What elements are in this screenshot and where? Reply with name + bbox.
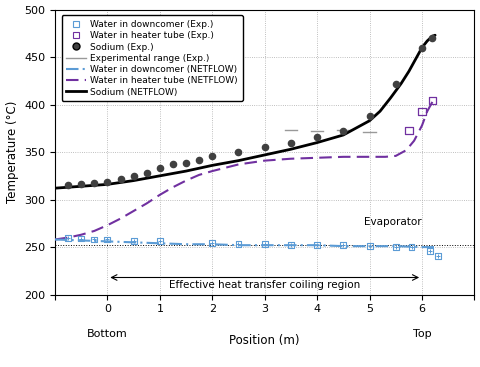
Point bbox=[366, 113, 373, 119]
Point bbox=[405, 127, 413, 133]
Point bbox=[156, 239, 164, 244]
Point bbox=[261, 241, 268, 247]
Point bbox=[104, 237, 111, 243]
Point bbox=[130, 239, 137, 244]
Point bbox=[426, 248, 434, 254]
Point bbox=[208, 153, 216, 159]
Point bbox=[261, 144, 268, 150]
Point bbox=[143, 170, 151, 176]
Point bbox=[64, 182, 72, 188]
Point bbox=[104, 179, 111, 185]
Point bbox=[235, 241, 242, 247]
Point bbox=[418, 108, 426, 114]
Y-axis label: Temperature (°C): Temperature (°C) bbox=[6, 101, 19, 203]
Point bbox=[339, 128, 347, 134]
Point bbox=[408, 244, 415, 250]
Point bbox=[156, 165, 164, 171]
Legend: Water in downcomer (Exp.), Water in heater tube (Exp.), Sodium (Exp.), Experimen: Water in downcomer (Exp.), Water in heat… bbox=[61, 15, 242, 101]
Point bbox=[418, 45, 426, 51]
Point bbox=[117, 176, 124, 182]
Point bbox=[130, 173, 137, 179]
Point bbox=[182, 160, 190, 166]
Point bbox=[434, 253, 442, 259]
Point bbox=[64, 235, 72, 240]
Text: Evaporator: Evaporator bbox=[364, 217, 422, 228]
Point bbox=[90, 181, 98, 186]
Point bbox=[77, 181, 85, 187]
Point bbox=[287, 139, 295, 145]
Point bbox=[366, 243, 373, 249]
Point bbox=[313, 134, 321, 140]
Point bbox=[287, 242, 295, 248]
Point bbox=[169, 161, 177, 167]
Text: Top: Top bbox=[413, 329, 432, 339]
X-axis label: Position (m): Position (m) bbox=[229, 334, 300, 347]
Point bbox=[392, 244, 400, 250]
Point bbox=[208, 240, 216, 246]
Point bbox=[90, 237, 98, 243]
Point bbox=[77, 236, 85, 241]
Text: Bottom: Bottom bbox=[87, 329, 128, 339]
Point bbox=[392, 81, 400, 87]
Text: Effective heat transfer coiling region: Effective heat transfer coiling region bbox=[169, 280, 360, 290]
Point bbox=[339, 242, 347, 248]
Point bbox=[429, 35, 436, 41]
Point bbox=[429, 98, 436, 104]
Point bbox=[313, 242, 321, 248]
Point bbox=[235, 149, 242, 155]
Point bbox=[195, 157, 203, 163]
